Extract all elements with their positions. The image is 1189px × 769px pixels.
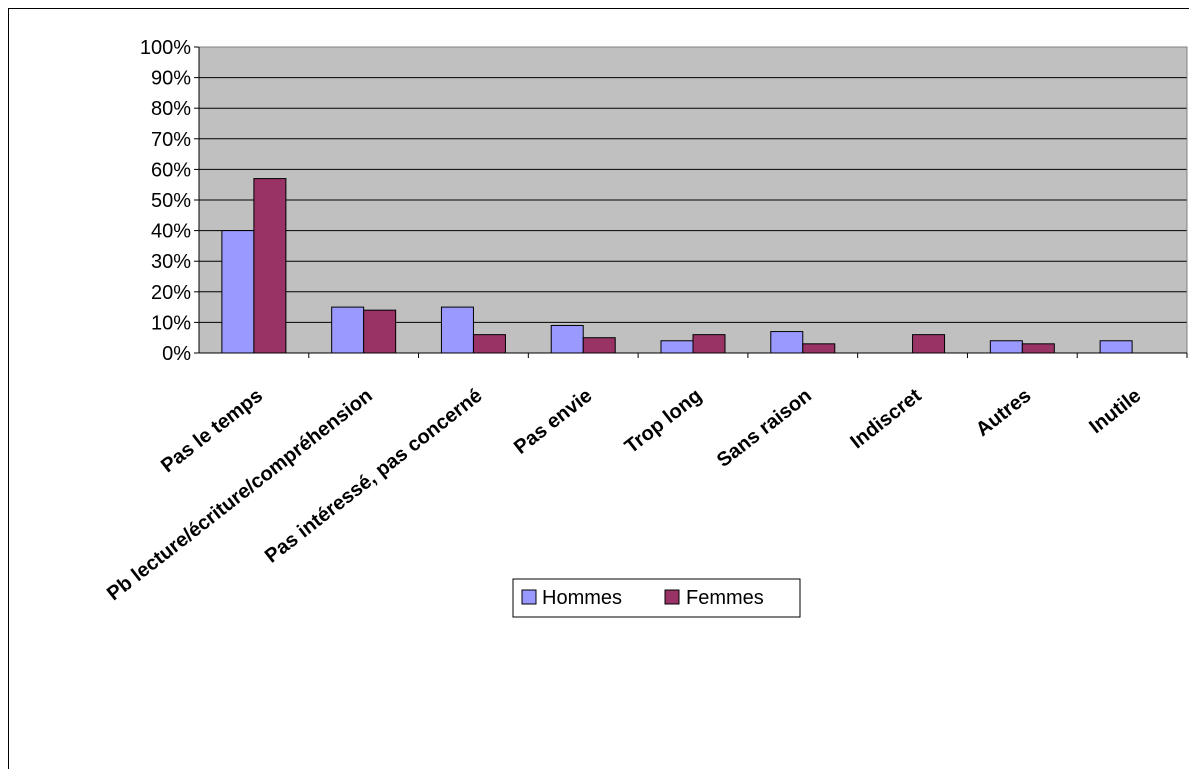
bar-femmes-4: [692, 334, 726, 354]
bar-hommes-3: [550, 324, 584, 354]
x-category-label: Pas envie: [510, 385, 596, 459]
legend-box: [512, 578, 801, 618]
y-tick-label: 90%: [151, 68, 191, 90]
legend-swatch-femmes: [664, 589, 680, 605]
legend: Hommes Femmes: [512, 578, 801, 618]
x-category-label: Pas intéressé, pas concerné: [261, 385, 487, 568]
legend-swatch-hommes: [521, 589, 537, 605]
x-category-label: Trop long: [621, 385, 706, 458]
y-tick-label: 50%: [151, 190, 191, 212]
bar-hommes-0: [221, 230, 255, 354]
x-category-label: Pas le temps: [157, 385, 267, 478]
bar-femmes-7: [1021, 343, 1055, 354]
y-tick-label: 0%: [162, 343, 191, 365]
y-tick-label: 30%: [151, 251, 191, 273]
bar-femmes-3: [582, 337, 616, 354]
bar-femmes-1: [363, 309, 397, 354]
x-category-label: Sans raison: [713, 385, 816, 472]
y-tick-label: 40%: [151, 221, 191, 243]
bar-hommes-4: [660, 340, 694, 354]
y-tick-label: 60%: [151, 159, 191, 181]
y-tick-label: 100%: [140, 37, 191, 59]
legend-label-hommes: Hommes: [542, 587, 622, 609]
bar-hommes-1: [331, 306, 365, 354]
bar-femmes-6: [912, 334, 946, 354]
bars: [221, 178, 1133, 354]
x-category-label: Inutile: [1085, 385, 1145, 439]
bar-femmes-2: [472, 334, 506, 354]
axes: 0% 10% 20% 30% 40% 50% 60% 70% 80% 90% 100%: [140, 37, 1188, 365]
x-category-label: Autres: [972, 385, 1035, 441]
y-tick-label: 80%: [151, 98, 191, 120]
y-tick-label: 20%: [151, 282, 191, 304]
bar-hommes-7: [989, 340, 1023, 354]
bar-hommes-2: [440, 306, 474, 354]
bar-femmes-5: [802, 343, 836, 354]
plot-area: [199, 46, 1187, 354]
legend-label-femmes: Femmes: [686, 587, 764, 609]
bar-hommes-8: [1099, 340, 1133, 354]
y-tick-label: 10%: [151, 312, 191, 334]
y-tick-label: 70%: [151, 129, 191, 151]
bar-chart: 0% 10% 20% 30% 40% 50% 60% 70% 80% 90% 100% Pas le…: [103, 37, 1188, 618]
bar-femmes-0: [253, 178, 287, 354]
x-category-label: Indiscret: [846, 384, 926, 453]
bar-hommes-5: [770, 331, 804, 354]
